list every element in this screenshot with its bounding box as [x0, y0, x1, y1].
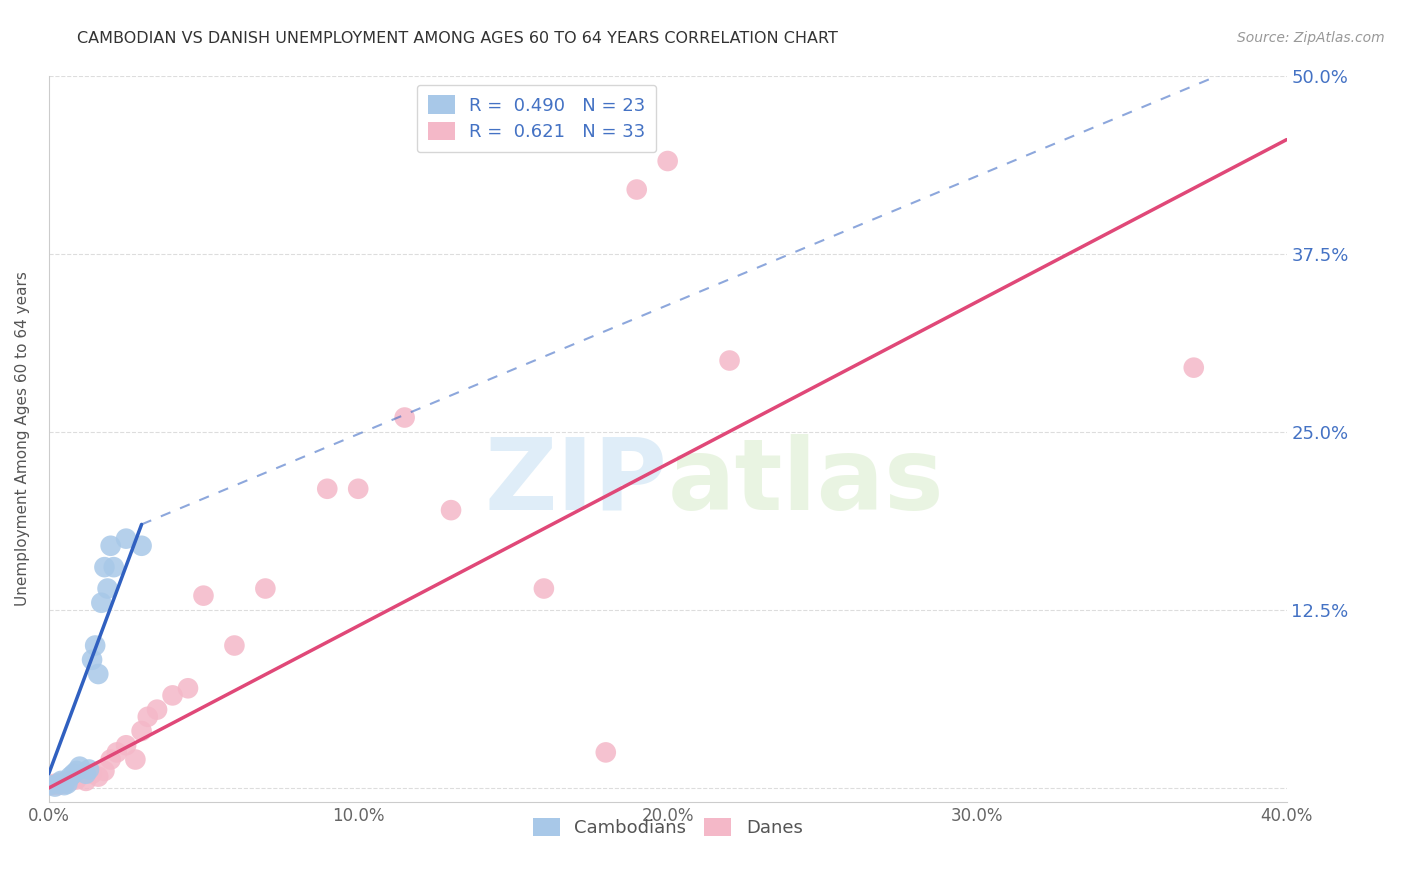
Point [53, 777, 76, 791]
Point [193, 589, 215, 603]
Point [626, 182, 648, 196]
Point [49, 775, 72, 789]
Point [46, 777, 69, 791]
Point [41, 778, 63, 792]
Point [347, 482, 370, 496]
Text: CAMBODIAN VS DANISH UNEMPLOYMENT AMONG AGES 60 TO 64 YEARS CORRELATION CHART: CAMBODIAN VS DANISH UNEMPLOYMENT AMONG A… [77, 31, 838, 46]
Point [131, 539, 153, 553]
Point [75, 773, 97, 788]
Point [124, 752, 146, 766]
Point [657, 154, 679, 169]
Point [80, 766, 103, 780]
Point [103, 560, 125, 574]
Point [224, 639, 246, 653]
Point [87, 667, 110, 681]
Point [136, 710, 159, 724]
Point [53, 775, 76, 789]
Point [44, 780, 66, 794]
Text: atlas: atlas [668, 434, 945, 531]
Point [131, 724, 153, 739]
Point [533, 582, 555, 596]
Legend: Cambodians, Danes: Cambodians, Danes [526, 810, 810, 844]
Point [254, 582, 277, 596]
Point [115, 532, 138, 546]
Point [44, 777, 66, 791]
Point [100, 752, 122, 766]
Point [49, 773, 72, 788]
Point [62, 766, 84, 780]
Point [440, 503, 463, 517]
Point [90, 596, 112, 610]
Point [1182, 360, 1205, 375]
Point [65, 764, 87, 778]
Y-axis label: Unemployment Among Ages 60 to 64 years: Unemployment Among Ages 60 to 64 years [15, 271, 30, 607]
Point [53, 778, 76, 792]
Point [56, 777, 79, 791]
Point [65, 772, 87, 787]
Point [394, 410, 416, 425]
Point [80, 653, 103, 667]
Text: ZIP: ZIP [485, 434, 668, 531]
Point [96, 582, 118, 596]
Point [718, 353, 741, 368]
Point [316, 482, 339, 496]
Point [46, 778, 69, 792]
Point [77, 763, 100, 777]
Point [146, 703, 169, 717]
Point [115, 739, 138, 753]
Text: Source: ZipAtlas.com: Source: ZipAtlas.com [1237, 31, 1385, 45]
Point [595, 745, 617, 759]
Point [59, 773, 82, 788]
Point [177, 681, 200, 696]
Point [59, 770, 82, 784]
Point [87, 770, 110, 784]
Point [162, 689, 184, 703]
Point [93, 560, 115, 574]
Point [69, 759, 91, 773]
Point [93, 764, 115, 778]
Point [100, 539, 122, 553]
Point [84, 639, 107, 653]
Point [75, 766, 97, 780]
Point [38, 778, 60, 792]
Point [105, 745, 128, 759]
